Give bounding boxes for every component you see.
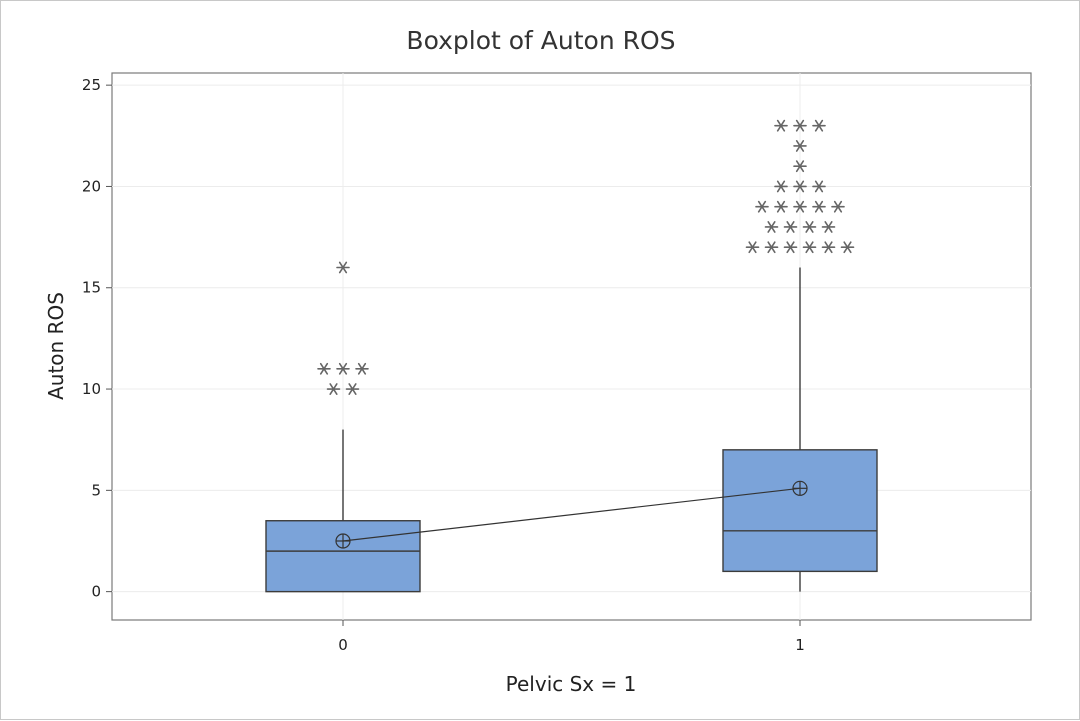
- y-axis-ticks: 0 5 10 15 20 25: [82, 76, 112, 601]
- outlier-stroke: [776, 200, 786, 213]
- outlier-point: [812, 180, 826, 193]
- outlier-point: [802, 221, 817, 233]
- outlier-point: [764, 221, 779, 233]
- outlier-point: [793, 140, 807, 152]
- chart-title: Boxplot of Auton ROS: [406, 26, 675, 55]
- mean-connect-line-path: [342, 487, 801, 542]
- outlier-point: [755, 200, 769, 213]
- outlier-stroke: [786, 241, 795, 254]
- box-group-1: [722, 267, 878, 592]
- outlier-point: [793, 160, 807, 173]
- outlier-point: [774, 180, 788, 193]
- y-tick-label: 10: [82, 380, 101, 398]
- outlier-stroke: [329, 383, 338, 395]
- plot-area: [111, 72, 1032, 621]
- box-group-0: [265, 429, 421, 593]
- gridlines: [112, 73, 1031, 620]
- outlier-stroke: [357, 362, 367, 375]
- outlier-stroke: [338, 362, 348, 375]
- outlier-stroke: [814, 119, 824, 132]
- iqr-box: [265, 520, 421, 593]
- outlier-stroke: [757, 200, 767, 213]
- outlier-point: [326, 383, 341, 395]
- iqr-box: [722, 449, 878, 573]
- outlier-point: [793, 119, 807, 132]
- outlier-stroke: [795, 180, 805, 193]
- x-tick-label: 1: [795, 636, 805, 654]
- outlier-point: [821, 221, 836, 233]
- outlier-stroke: [767, 241, 776, 254]
- x-axis-label: Pelvic Sx = 1: [506, 672, 637, 696]
- mean-symbol: [335, 533, 351, 549]
- y-tick-label: 25: [82, 76, 101, 94]
- outlier-point: [793, 180, 807, 193]
- outlier-stroke: [319, 362, 329, 375]
- outlier-stroke: [776, 180, 786, 193]
- outlier-stroke: [824, 221, 833, 233]
- x-tick-label: 0: [338, 636, 348, 654]
- y-tick-label: 0: [91, 583, 101, 601]
- outlier-point: [745, 241, 760, 254]
- outlier-point: [764, 241, 779, 254]
- outlier-stroke: [795, 200, 805, 213]
- outlier-point: [840, 241, 855, 254]
- y-tick-label: 15: [82, 279, 101, 297]
- outlier-stroke: [824, 241, 833, 254]
- outlier-point: [774, 119, 788, 132]
- outlier-stroke: [814, 180, 824, 193]
- outlier-stroke: [795, 160, 805, 173]
- outlier-point: [355, 362, 369, 375]
- outlier-point: [793, 200, 807, 213]
- outlier-point: [802, 241, 817, 254]
- outlier-stroke: [795, 140, 805, 152]
- outlier-point: [812, 200, 826, 213]
- outlier-stroke: [767, 221, 776, 233]
- outlier-point: [336, 362, 350, 375]
- outlier-stroke: [833, 200, 843, 213]
- outlier-point: [345, 383, 360, 395]
- outlier-stroke: [348, 383, 357, 395]
- outlier-point: [783, 221, 798, 233]
- outlier-stroke: [805, 241, 814, 254]
- outlier-stroke: [748, 241, 757, 254]
- outlier-point: [812, 119, 826, 132]
- boxes: [265, 267, 878, 593]
- outlier-stroke: [843, 241, 852, 254]
- y-tick-label: 20: [82, 177, 101, 195]
- mean-symbol: [792, 480, 808, 496]
- y-tick-label: 5: [91, 481, 101, 499]
- outlier-stroke: [338, 261, 348, 274]
- outlier-point: [821, 241, 836, 254]
- outlier-point: [336, 261, 350, 274]
- outliers: [317, 119, 855, 395]
- outlier-stroke: [776, 119, 786, 132]
- outlier-point: [317, 362, 331, 375]
- outlier-point: [831, 200, 845, 213]
- outlier-point: [783, 241, 798, 254]
- outlier-stroke: [805, 221, 814, 233]
- y-axis-label: Auton ROS: [44, 292, 68, 400]
- outlier-stroke: [814, 200, 824, 213]
- outlier-point: [774, 200, 788, 213]
- outlier-stroke: [786, 221, 795, 233]
- outlier-stroke: [795, 119, 805, 132]
- mean-connect-line: [335, 480, 808, 549]
